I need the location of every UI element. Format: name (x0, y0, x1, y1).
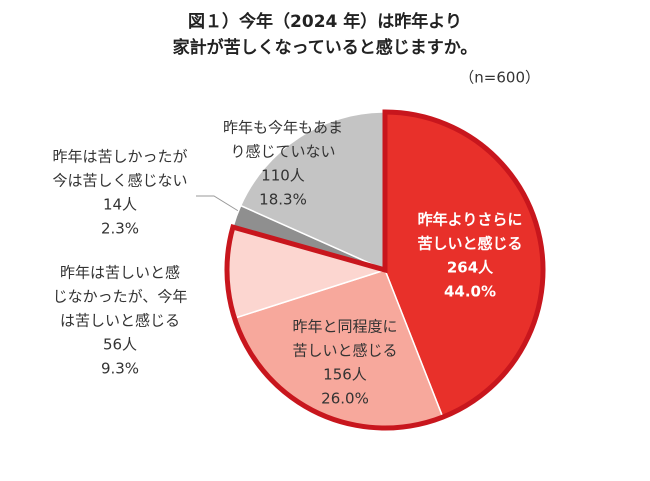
slice-label: 苦しいと感じる (417, 235, 522, 253)
slice-label: 今は苦しく感じない (52, 172, 187, 190)
slice-label: 昨年と同程度に (292, 318, 397, 336)
slice-label: じなかったが、今年 (53, 288, 188, 306)
slice-label: 昨年よりさらに (418, 211, 523, 229)
slice-label: 昨年は苦しかったが (52, 148, 187, 166)
chart-title: 家計が苦しくなっていると感じますか。 (173, 37, 478, 58)
count-label: 110人 (261, 167, 305, 185)
pie-slice (239, 111, 386, 272)
value-label: 44.0% (444, 283, 496, 301)
count-label: 156人 (323, 366, 367, 384)
slice-label: 昨年は苦しいと感 (60, 264, 180, 282)
leader-line (196, 195, 241, 213)
value-label: 26.0% (321, 390, 369, 408)
count-label: 264人 (447, 259, 494, 277)
slice-label: は苦しいと感じる (60, 312, 180, 330)
value-label: 9.3% (101, 360, 139, 378)
chart-subtitle: （n=600） (459, 69, 540, 87)
slice-label: 昨年も今年もあま (223, 119, 343, 137)
chart-title: 図１）今年（2024 年）は昨年より (188, 11, 462, 32)
count-label: 14人 (103, 196, 137, 214)
slice-label: り感じていない (230, 143, 335, 161)
count-label: 56人 (103, 336, 137, 354)
value-label: 18.3% (259, 191, 307, 209)
value-label: 2.3% (101, 220, 139, 238)
highlight-outline (224, 109, 546, 431)
slice-label: 苦しいと感じる (292, 342, 397, 360)
